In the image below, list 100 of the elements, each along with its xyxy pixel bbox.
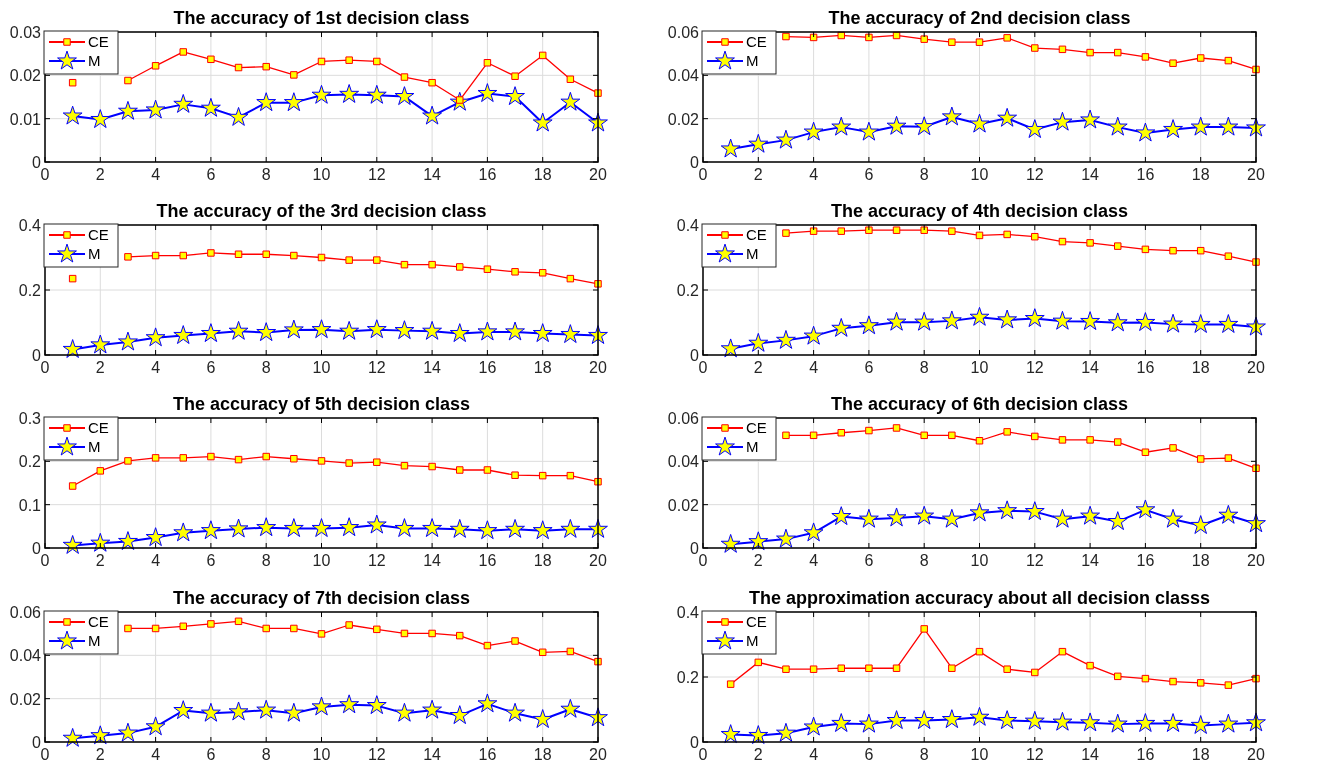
point — [68, 482, 77, 490]
legend-label: M — [88, 438, 101, 455]
point — [532, 323, 553, 343]
point — [1114, 48, 1122, 57]
point — [511, 268, 519, 276]
point — [754, 658, 763, 667]
point — [477, 693, 498, 713]
point — [1086, 48, 1094, 57]
x-tick-label: 12 — [1025, 552, 1044, 569]
x-tick-label: 16 — [1136, 746, 1155, 763]
point — [428, 78, 436, 87]
point — [179, 251, 187, 260]
point — [311, 84, 332, 104]
point — [366, 84, 387, 104]
x-tick-label: 20 — [589, 166, 607, 183]
point — [975, 437, 984, 445]
y-tick-label: 0.2 — [676, 282, 700, 299]
point — [345, 56, 353, 64]
legend-label: CE — [746, 33, 767, 50]
point — [505, 86, 525, 106]
point — [90, 334, 111, 354]
point — [538, 269, 547, 277]
point — [339, 517, 360, 537]
point — [1163, 119, 1183, 139]
point — [1052, 508, 1073, 528]
point — [428, 629, 436, 638]
y-tick-label: 0.02 — [667, 496, 700, 514]
x-tick-label: 2 — [95, 552, 105, 569]
point — [803, 325, 824, 345]
point — [373, 256, 381, 264]
point — [124, 624, 132, 633]
point — [118, 331, 138, 351]
x-tick-label: 6 — [864, 552, 874, 569]
point — [311, 518, 332, 538]
x-tick-label: 14 — [423, 359, 442, 376]
point — [914, 116, 935, 136]
point — [256, 322, 277, 342]
point — [837, 664, 845, 672]
x-tick-label: 6 — [864, 746, 874, 763]
x-tick-label: 10 — [312, 552, 331, 569]
x-tick-label: 12 — [1025, 359, 1044, 376]
point — [173, 522, 194, 542]
point — [1114, 672, 1122, 681]
point — [1190, 116, 1211, 136]
point — [422, 320, 443, 340]
point — [1141, 448, 1150, 456]
x-tick-label: 8 — [261, 166, 271, 183]
point — [173, 325, 194, 345]
point — [256, 517, 277, 537]
point — [1224, 252, 1233, 260]
point — [400, 260, 409, 269]
y-tick-label: 0.04 — [9, 647, 42, 665]
point — [941, 310, 962, 330]
point — [892, 664, 901, 672]
x-tick-label: 10 — [312, 166, 331, 183]
x-tick-label: 18 — [533, 552, 552, 569]
point — [228, 320, 249, 340]
point — [782, 229, 790, 237]
y-tick-label: 0 — [32, 347, 42, 364]
point — [1024, 501, 1045, 521]
y-tick-label: 0.4 — [676, 217, 700, 234]
point — [941, 508, 962, 528]
point — [311, 696, 332, 716]
point — [726, 680, 735, 688]
point — [776, 129, 796, 149]
point — [1169, 444, 1177, 452]
point — [400, 73, 409, 81]
point — [538, 471, 547, 480]
y-tick-label: 0 — [690, 734, 700, 751]
point — [886, 710, 907, 730]
point — [62, 727, 83, 747]
x-tick-label: 16 — [478, 359, 497, 376]
y-tick-label: 0.3 — [18, 410, 42, 427]
point — [1107, 511, 1128, 531]
point — [748, 332, 769, 352]
point — [1107, 312, 1128, 332]
chart-title: The accuracy of 6th decision class — [830, 394, 1129, 414]
point — [207, 620, 215, 628]
point — [1218, 314, 1239, 333]
y-tick-label: 0.2 — [676, 669, 700, 686]
point — [145, 527, 166, 547]
point — [394, 86, 415, 106]
point — [997, 500, 1018, 520]
point — [969, 502, 990, 522]
point — [179, 454, 187, 462]
y-tick-label: 0.06 — [667, 24, 700, 41]
point — [1031, 232, 1039, 241]
x-tick-label: 18 — [533, 746, 552, 763]
x-tick-label: 4 — [151, 552, 161, 569]
x-tick-label: 12 — [367, 746, 386, 763]
point — [532, 520, 553, 540]
point — [207, 55, 215, 64]
point — [173, 700, 194, 720]
point — [290, 251, 298, 260]
point — [782, 32, 790, 41]
y-tick-label: 0 — [690, 347, 700, 364]
x-tick-label: 20 — [589, 552, 607, 569]
point — [566, 471, 575, 480]
point — [477, 83, 498, 103]
point — [920, 431, 928, 440]
